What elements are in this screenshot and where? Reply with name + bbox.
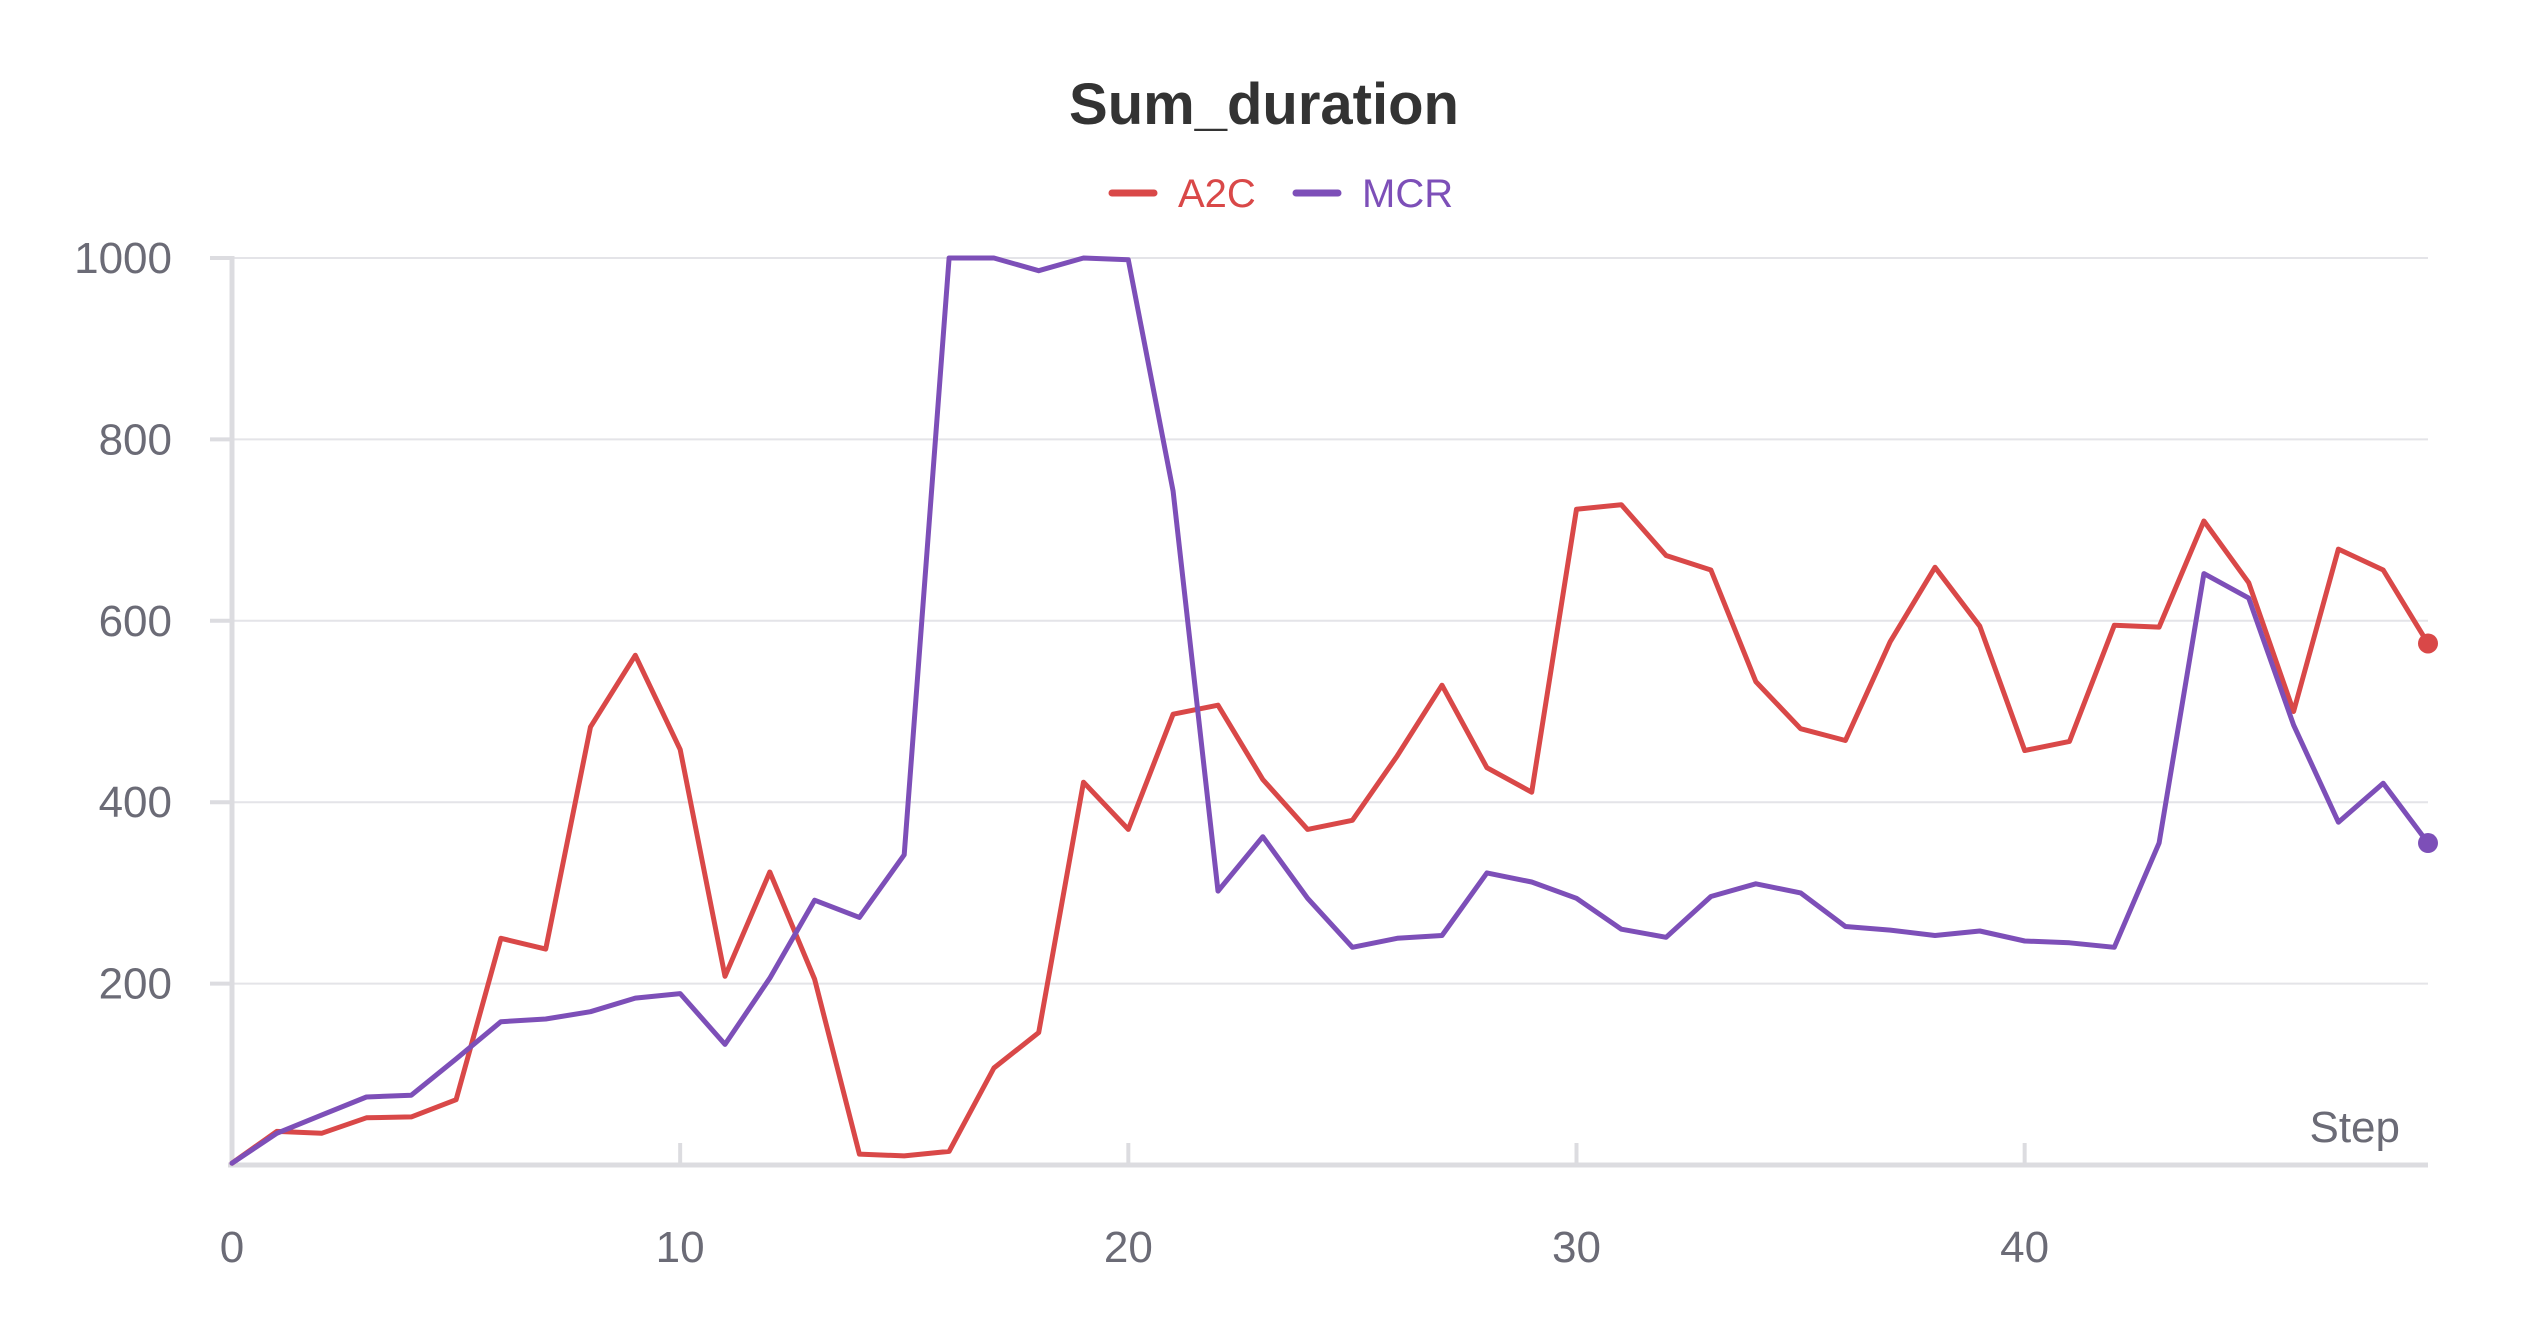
x-tick-label: 20 (1104, 1223, 1153, 1272)
x-tick-label: 10 (656, 1223, 705, 1272)
legend-label: A2C (1178, 172, 1256, 216)
x-tick-label: 0 (220, 1223, 244, 1272)
y-tick-label: 200 (99, 960, 172, 1009)
end-marker-mcr (2418, 833, 2438, 854)
x-tick-label: 30 (1552, 1223, 1601, 1272)
end-marker-a2c (2418, 633, 2438, 654)
legend: A2C MCR (1108, 172, 1453, 216)
x-axis-title: Step (2309, 1103, 2400, 1152)
legend-item-a2c[interactable]: A2C (1108, 172, 1256, 216)
y-tick-label: 600 (99, 597, 172, 646)
legend-label: MCR (1362, 172, 1453, 216)
legend-item-mcr[interactable]: MCR (1292, 172, 1453, 216)
axes (210, 256, 2428, 1168)
y-tick-label: 800 (99, 415, 172, 464)
series-line-mcr (229, 255, 2431, 1166)
y-tick-label: 400 (99, 778, 172, 827)
tick-labels: 200 400 600 800 1000 0 10 20 30 40 (74, 234, 2049, 1272)
y-tick-label: 1000 (74, 234, 172, 283)
gridlines (232, 257, 2428, 985)
chart-title: Sum_duration (1069, 72, 1459, 137)
series-line-a2c (229, 502, 2431, 1166)
series-lines (229, 255, 2438, 1166)
x-tick-label: 40 (2000, 1223, 2049, 1272)
